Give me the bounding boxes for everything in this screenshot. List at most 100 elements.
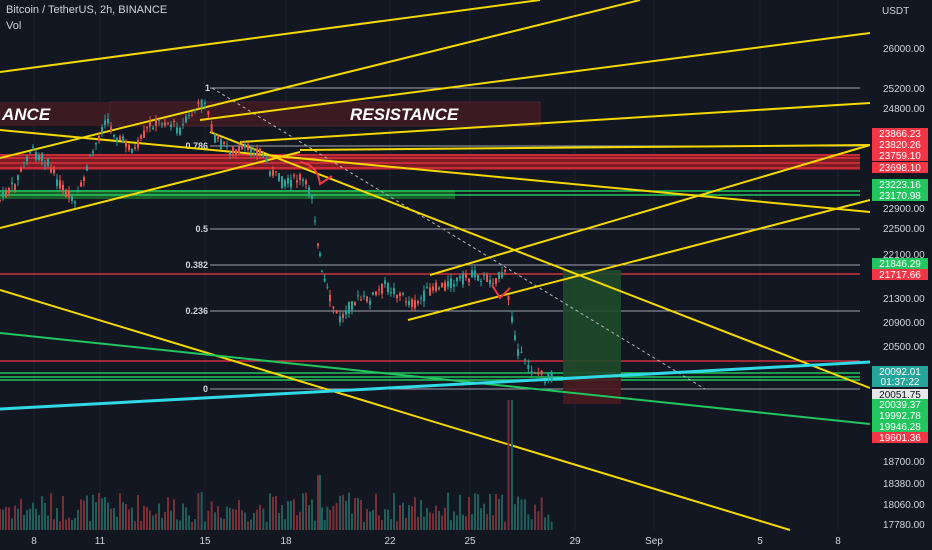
volume-bar [399,504,401,530]
candle-body [164,122,166,126]
volume-bar [229,508,231,530]
candle-body [47,159,49,166]
candle-body [393,288,395,294]
candle-body [250,149,252,154]
price-badge-bg [872,432,928,443]
volume-bar [547,514,550,530]
volume-bar [550,521,553,530]
volume-bar [29,508,31,530]
price-badge: 20051.75 [879,390,921,401]
candle-body [173,121,175,123]
candle-body [287,177,289,184]
volume-bar [520,499,523,530]
volume-bar [116,516,118,530]
date-tick: 8 [31,536,37,547]
volume-bar [477,494,479,530]
volume-bar [80,499,82,530]
candle-body [507,295,510,300]
price-badge: 20092.01 [879,367,921,378]
volume-bar [305,492,307,530]
candle-body [459,276,461,279]
volume-bar [11,518,13,530]
volume-bar [32,502,34,530]
volume-bar [214,512,216,530]
volume-bar [296,515,298,530]
volume-bar [378,515,380,530]
candle-body [329,294,331,302]
volume-bar [544,517,546,530]
candle-body [20,167,22,172]
candle-body [530,371,533,373]
volume-bar [92,494,94,530]
volume-bar [259,504,261,530]
volume-bar [140,521,142,530]
candle-body [305,180,307,185]
price-tick: 18700.00 [883,457,925,468]
candle-body [372,292,374,295]
volume-bar [191,521,193,530]
price-badge-bg [872,376,928,387]
volume-bar [17,508,19,530]
volume-bar [146,507,148,530]
volume-bar [110,508,112,530]
volume-bar [253,512,255,530]
candle-body [77,190,79,192]
candle-body [53,169,55,174]
volume-bar [471,514,473,530]
volume-bar [173,499,175,530]
candle-body [290,179,292,188]
candle-body [146,127,148,129]
candle-body [167,122,169,124]
volume-bar [438,510,440,530]
candle-body [314,220,316,222]
candle-body [8,187,10,194]
volume-bar [122,502,124,530]
candle-body [204,103,206,105]
candle-body [50,168,52,173]
volume-bar [360,500,362,530]
volume-bar [188,515,190,530]
candle-body [17,175,19,181]
volume-bar [381,519,383,530]
candle-body [5,191,7,198]
price-badge-bg [872,190,928,201]
candle-body [226,145,228,147]
fib-label: 0.5 [195,224,208,234]
volume-bar [98,492,100,530]
candle-body [207,111,210,115]
volume-bar [387,509,389,530]
price-badge-bg [872,421,928,432]
candle-body [179,128,181,135]
volume-bar [498,498,500,530]
fibonacci-levels [210,87,860,390]
price-badge-bg [872,150,928,161]
volume-bar [405,517,407,530]
candle-body [259,148,261,154]
price-badge: 23759.10 [879,151,921,162]
volume-bar [345,500,347,530]
volume-bar [423,516,425,530]
volume-bar [321,507,323,530]
candle-body [101,126,103,133]
volume-bar [265,521,268,530]
candle-body [26,156,28,162]
volume-bar [384,509,386,530]
candle-body [332,306,335,309]
volume-bar [164,511,166,530]
volume-bar [459,494,461,530]
volume-bar [272,496,274,530]
candle-body [155,118,157,126]
candle-body [74,201,76,204]
volume-label: Vol [6,20,22,32]
candlesticks [0,99,553,386]
candle-body [498,271,500,279]
volume-bar [5,507,7,530]
candle-body [275,171,277,173]
volume-bar [287,501,289,530]
candle-body [408,301,410,306]
candle-body [369,300,371,305]
volume-bar [44,502,46,530]
volume-bar [302,493,304,530]
candle-body [417,301,419,304]
